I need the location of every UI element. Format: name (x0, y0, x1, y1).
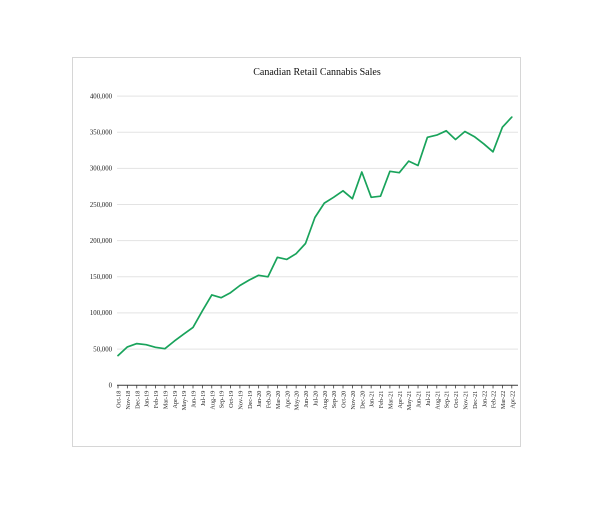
x-axis-tick-label: Sep-21 (444, 391, 451, 409)
chart-card (72, 57, 521, 447)
x-axis-tick-label: Nov-18 (125, 391, 132, 410)
y-axis-tick-label: 150,000 (90, 274, 113, 281)
x-axis-tick-label: Oct-21 (453, 391, 460, 408)
x-axis-tick-label: Jan-19 (144, 391, 151, 408)
x-axis-tick-label: Dec-18 (134, 391, 141, 409)
x-axis-tick-label: Sep-19 (219, 391, 226, 409)
x-axis-tick-label: Oct-20 (341, 391, 348, 408)
x-axis-tick-label: Jun-19 (191, 391, 198, 408)
x-axis-tick-label: Aug-20 (322, 391, 329, 410)
x-axis-tick-label: Apr-19 (172, 391, 179, 409)
y-axis-tick-label: 300,000 (90, 166, 113, 173)
x-axis-tick-label: Dec-21 (472, 391, 479, 409)
x-axis-tick-label: Nov-20 (350, 391, 357, 410)
x-axis-tick-label: Feb-22 (491, 391, 498, 409)
chart-title: Canadian Retail Cannabis Sales (253, 67, 381, 78)
x-axis-tick-label: Apr-22 (509, 391, 516, 409)
x-axis-tick-label: Aug-19 (209, 391, 216, 410)
x-axis-tick-label: Apr-20 (284, 391, 291, 409)
x-axis-tick-label: Jun-20 (303, 391, 310, 408)
x-axis-tick-label: Nov-19 (237, 391, 244, 410)
x-axis-tick-label: Mar-21 (388, 391, 395, 409)
x-axis-tick-label: Jun-21 (416, 391, 423, 408)
x-axis-tick-label: Jul-20 (312, 391, 319, 406)
x-axis-tick-label: May-20 (294, 391, 301, 411)
x-axis-tick-label: Oct-19 (228, 391, 235, 408)
y-axis-tick-label: 200,000 (90, 238, 113, 245)
x-axis-tick-label: Jan-21 (369, 391, 376, 408)
x-axis-tick-label: Mar-22 (500, 391, 507, 409)
x-axis-tick-label: Mar-19 (162, 391, 169, 409)
x-axis-tick-label: May-21 (406, 391, 413, 411)
x-axis-tick-label: Jan-22 (481, 391, 488, 408)
y-axis-tick-label: 0 (109, 383, 113, 390)
x-axis-tick-label: Dec-19 (247, 391, 254, 409)
x-axis-tick-label: Nov-21 (463, 391, 470, 410)
x-axis-tick-label: Aug-21 (434, 391, 441, 410)
y-axis-tick-label: 100,000 (90, 310, 113, 317)
x-axis-tick-label: Sep-20 (331, 391, 338, 409)
y-axis-tick-label: 400,000 (90, 93, 113, 100)
x-axis-tick-label: Jul-19 (200, 391, 207, 406)
x-axis-tick-label: Feb-20 (266, 391, 273, 409)
y-axis-tick-label: 50,000 (93, 346, 112, 353)
x-axis-tick-label: May-19 (181, 391, 188, 411)
x-axis-tick-label: Jul-21 (425, 391, 432, 406)
x-axis-tick-label: Oct-18 (116, 391, 123, 408)
x-axis-tick-label: Apr-21 (397, 391, 404, 409)
y-axis-tick-label: 350,000 (90, 130, 113, 137)
x-axis-tick-label: Feb-21 (378, 391, 385, 409)
x-axis-tick-label: Jan-20 (256, 391, 263, 408)
y-axis-tick-label: 250,000 (90, 202, 113, 209)
x-axis-tick-label: Mar-20 (275, 391, 282, 409)
x-axis-tick-label: Dec-20 (359, 391, 366, 409)
x-axis-tick-label: Feb-19 (153, 391, 160, 409)
sales-data-line (117, 116, 513, 357)
